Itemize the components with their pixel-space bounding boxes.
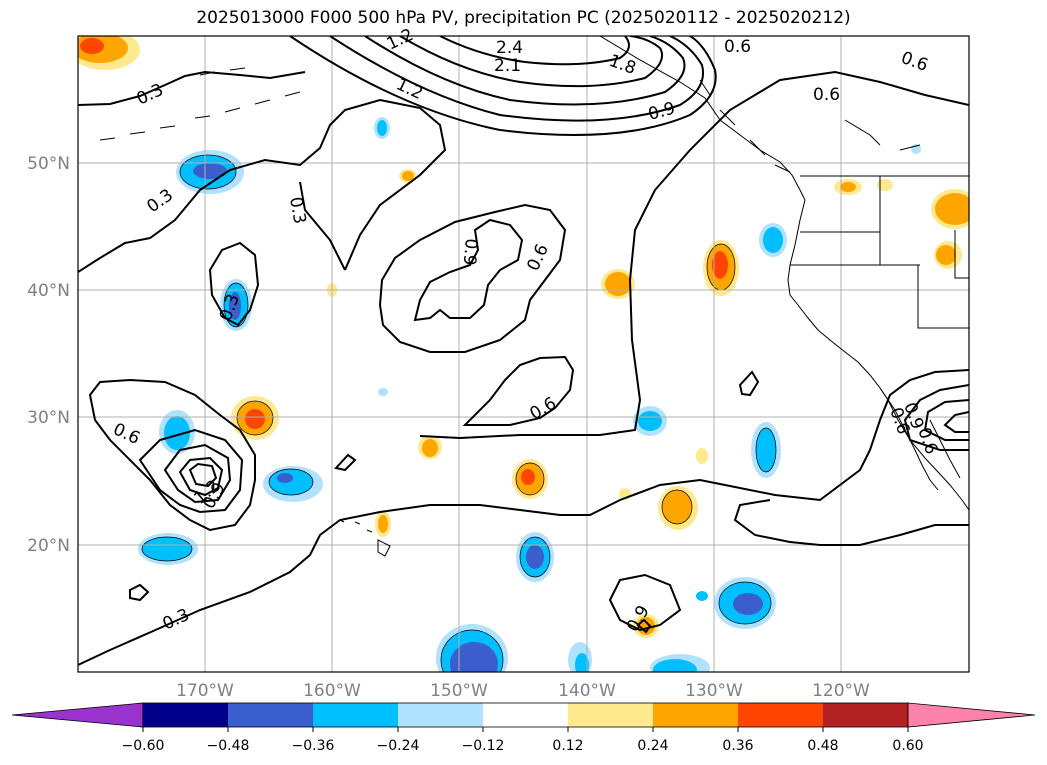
coastlines <box>99 36 969 557</box>
colorbar-tick-label: 0.36 <box>722 738 753 754</box>
lat-label: 50°N <box>27 154 70 174</box>
colorbar-extend-high <box>907 702 1036 728</box>
lat-label: 40°N <box>27 281 70 301</box>
lat-label: 20°N <box>27 536 70 556</box>
lat-label: 30°N <box>27 408 70 428</box>
colorbar-segment <box>228 703 313 727</box>
map-frame <box>77 35 970 673</box>
colorbar-tick-label: 0.48 <box>807 738 838 754</box>
contour-label: 2.1 <box>494 56 521 76</box>
colorbar-tick-label: −0.12 <box>462 738 505 754</box>
colorbar-ticks: −0.60 −0.48 −0.36 −0.24 −0.12 0.12 0.24 0.36 0.4… <box>122 727 924 754</box>
map-title: 2025013000 F000 500 hPa PV, precipitatio… <box>196 8 851 28</box>
contour-label: 0.6 <box>724 37 751 57</box>
contour-label: 0.3 <box>285 195 309 225</box>
lon-label: 170°W <box>176 681 234 701</box>
lon-label: 140°W <box>558 681 616 701</box>
colorbar-segment <box>398 703 483 727</box>
colorbar-tick-label: −0.36 <box>292 738 335 754</box>
lon-label: 120°W <box>812 681 870 701</box>
contour-label: 2.4 <box>496 38 523 58</box>
colorbar-segment <box>653 703 738 727</box>
lon-axis-labels: 170°W 160°W 150°W 140°W 130°W 120°W <box>176 681 870 701</box>
colorbar-segments <box>11 702 1036 728</box>
colorbar-tick-label: 0.12 <box>552 738 583 754</box>
lat-axis-labels: 50°N 40°N 30°N 20°N <box>27 154 70 556</box>
pv-contours <box>78 36 969 666</box>
colorbar-segment <box>313 703 398 727</box>
colorbar-segment <box>823 703 908 727</box>
colorbar-extend-low <box>11 702 144 728</box>
colorbar-tick-label: −0.24 <box>377 738 420 754</box>
colorbar-segment <box>738 703 823 727</box>
contour-label: 0.6 <box>813 85 840 105</box>
colorbar-tick-label: 0.60 <box>892 738 923 754</box>
colorbar-frame <box>142 702 909 728</box>
colorbar-segment <box>568 703 653 727</box>
lon-label: 150°W <box>430 681 488 701</box>
contour-label: 0.9 <box>459 238 481 267</box>
colorbar-tick-label: 0.24 <box>637 738 668 754</box>
colorbar-tick-label: −0.60 <box>122 738 165 754</box>
colorbar-tick-label: −0.48 <box>207 738 250 754</box>
colorbar-segment <box>483 703 568 727</box>
lon-label: 130°W <box>685 681 743 701</box>
lon-label: 160°W <box>303 681 361 701</box>
colorbar-segment <box>143 703 228 727</box>
gridlines <box>78 36 969 672</box>
